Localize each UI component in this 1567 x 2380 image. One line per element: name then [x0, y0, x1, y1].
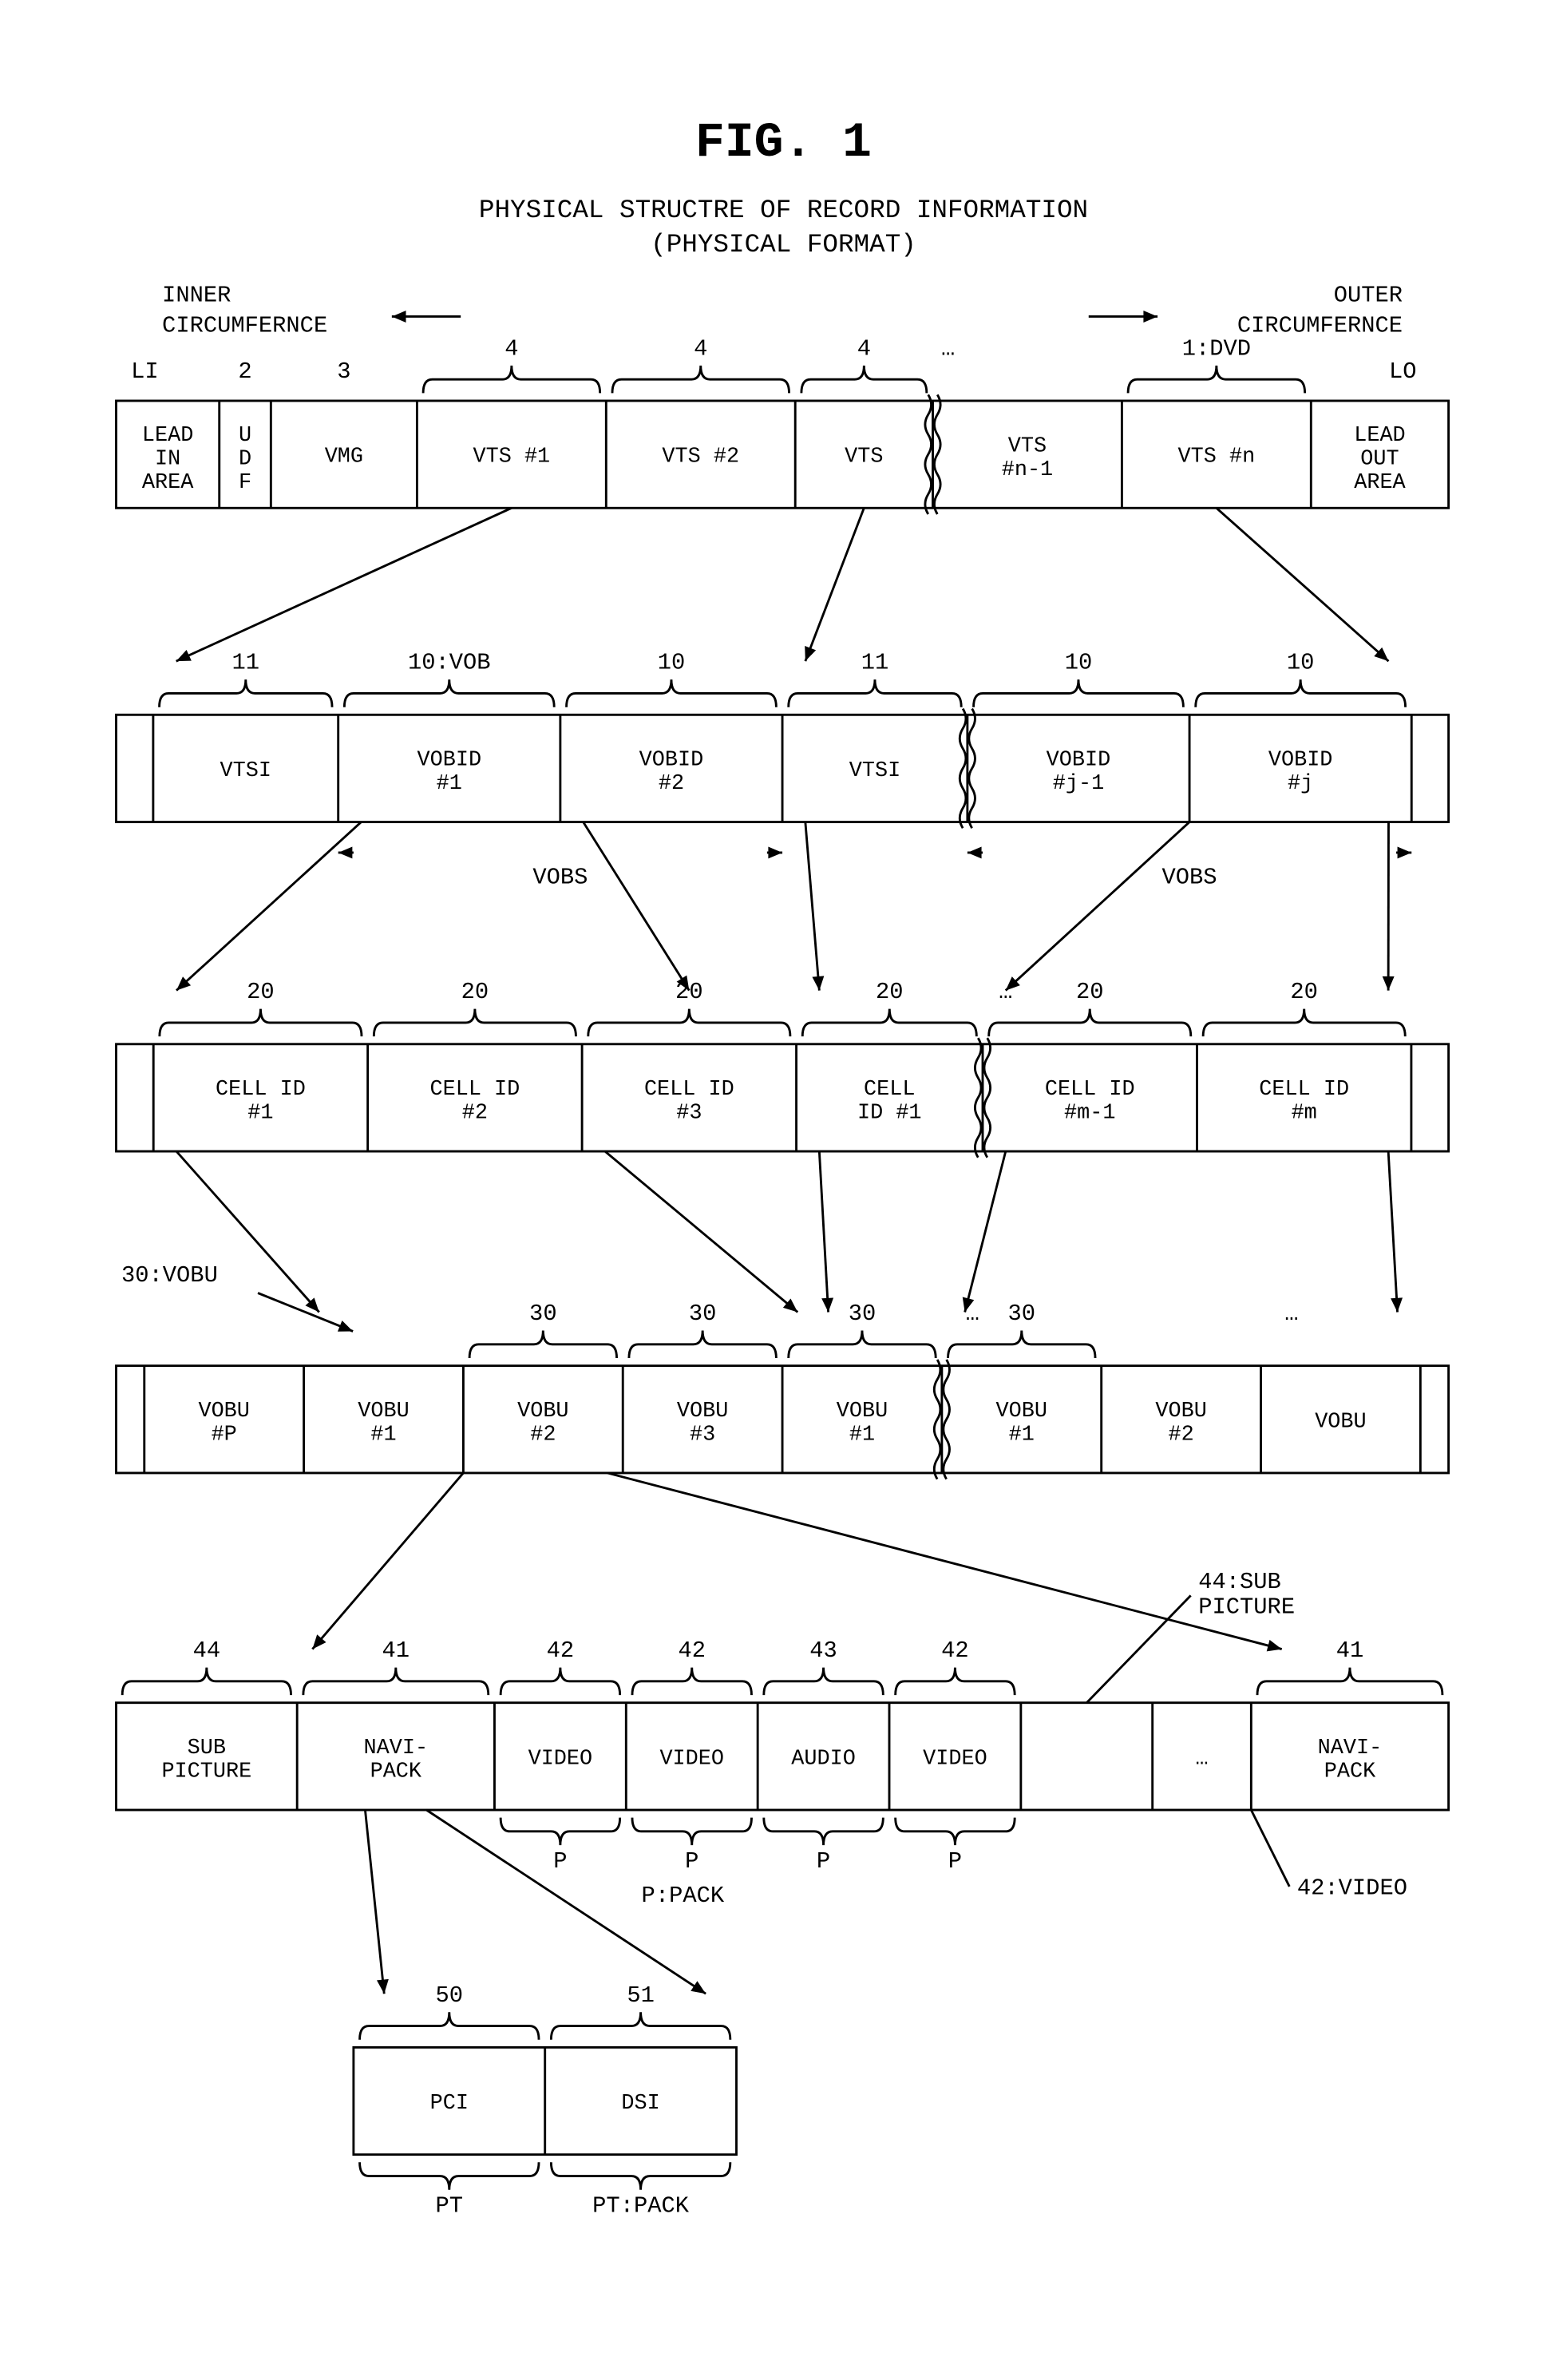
text: …	[1195, 1747, 1208, 1771]
text: 10:VOB	[408, 650, 491, 676]
text: 30	[689, 1301, 717, 1327]
text: VOBU#1	[837, 1400, 888, 1447]
text: OUTER	[1334, 282, 1403, 308]
text: PT	[436, 2193, 464, 2220]
text: CELL ID#m-1	[1045, 1078, 1135, 1126]
text: VIDEO	[923, 1747, 987, 1771]
text: VOBU#2	[517, 1400, 568, 1447]
text: VOBS	[1162, 864, 1217, 890]
text: VIDEO	[659, 1747, 724, 1771]
text: 51	[627, 1982, 655, 2009]
row1-cell: UDF	[239, 424, 251, 495]
row1-cell: LEADOUTAREA	[1354, 424, 1406, 495]
text: 42	[678, 1637, 706, 1664]
text: VOBID#j	[1268, 749, 1333, 797]
row1-cell: VTS #n	[1178, 446, 1256, 469]
text: 20	[461, 979, 489, 1005]
text: VOBID#j-1	[1047, 749, 1111, 797]
text: 20	[1076, 979, 1104, 1005]
text: 10	[1287, 650, 1315, 676]
text: 10	[1065, 650, 1093, 676]
text: INNER	[162, 282, 231, 308]
text: 42	[941, 1637, 969, 1664]
text: LO	[1389, 358, 1417, 385]
text: CELL ID#m	[1259, 1078, 1349, 1126]
text: 20	[247, 979, 275, 1005]
text: …	[1284, 1301, 1298, 1327]
row1-cell: VTS#n-1	[1002, 434, 1053, 482]
text: LI	[131, 358, 159, 385]
subtitle: (PHYSICAL FORMAT)	[651, 230, 916, 259]
text: VOBU#1	[358, 1400, 409, 1447]
row-5	[117, 1703, 1449, 1810]
text: 4	[857, 335, 871, 362]
text: 11	[232, 650, 260, 676]
figure-title: FIG. 1	[695, 116, 872, 171]
text: CELL ID#1	[216, 1078, 306, 1126]
text: P	[685, 1848, 698, 1875]
text: CELL ID#2	[430, 1078, 520, 1126]
text: VOBID#2	[639, 749, 704, 797]
subtitle: PHYSICAL STRUCTRE OF RECORD INFORMATION	[479, 196, 1088, 225]
text: 41	[382, 1637, 410, 1664]
text: NAVI-PACK	[1318, 1736, 1383, 1784]
text: AUDIO	[791, 1747, 856, 1771]
text: VOBU#1	[996, 1400, 1047, 1447]
text: P	[553, 1848, 567, 1875]
text: VOBU#3	[677, 1400, 728, 1447]
text: VOBU#2	[1155, 1400, 1206, 1447]
text: 2	[238, 358, 251, 385]
text: CELL ID#3	[644, 1078, 734, 1126]
row1-cell: VTS #2	[662, 446, 739, 469]
text: 41	[1336, 1637, 1364, 1664]
text: 30:VOBU	[121, 1262, 218, 1289]
text: 43	[809, 1637, 837, 1664]
row1-cell: VTS	[845, 446, 883, 469]
text: VOBID#1	[417, 749, 482, 797]
text: NAVI-PACK	[364, 1736, 429, 1784]
text: P	[948, 1848, 962, 1875]
text: 1:DVD	[1182, 335, 1251, 362]
text: PT:PACK	[592, 2193, 690, 2220]
text: VOBU	[1315, 1410, 1366, 1434]
text: SUBPICTURE	[161, 1736, 251, 1784]
text: PCI	[430, 2092, 469, 2116]
row-3	[117, 1044, 1449, 1151]
text: …	[941, 335, 955, 362]
text: 30	[849, 1301, 876, 1327]
text: 44:SUBPICTURE	[1198, 1569, 1295, 1621]
text: 30	[529, 1301, 557, 1327]
text: CELLID #1	[857, 1078, 922, 1126]
text: 3	[337, 358, 350, 385]
text: VIDEO	[528, 1747, 593, 1771]
text: VOBS	[532, 864, 588, 890]
text: 42	[547, 1637, 575, 1664]
text: 50	[436, 1982, 464, 2009]
text: 44	[193, 1637, 221, 1664]
text: VTSI	[220, 759, 271, 783]
text: 11	[861, 650, 889, 676]
row1-cell: VTS #1	[473, 446, 551, 469]
text: 20	[876, 979, 904, 1005]
text: 10	[658, 650, 686, 676]
text: 42:VIDEO	[1297, 1875, 1407, 1902]
text: P:PACK	[642, 1883, 725, 1909]
text: CIRCUMFERNCE	[1237, 313, 1403, 339]
text: 20	[1290, 979, 1318, 1005]
text: 4	[694, 335, 707, 362]
text: P	[817, 1848, 830, 1875]
text: 30	[1008, 1301, 1036, 1327]
dvd-physical-format-diagram: FIG. 1 PHYSICAL STRUCTRE OF RECORD INFORM…	[32, 32, 1535, 2348]
text: DSI	[621, 2092, 659, 2116]
text: 4	[505, 335, 518, 362]
text: VTSI	[849, 759, 900, 783]
text: CIRCUMFERNCE	[162, 313, 327, 339]
row1-cell: LEADINAREA	[142, 424, 194, 495]
row1-cell: VMG	[325, 446, 363, 469]
text: VOBU#P	[198, 1400, 249, 1447]
